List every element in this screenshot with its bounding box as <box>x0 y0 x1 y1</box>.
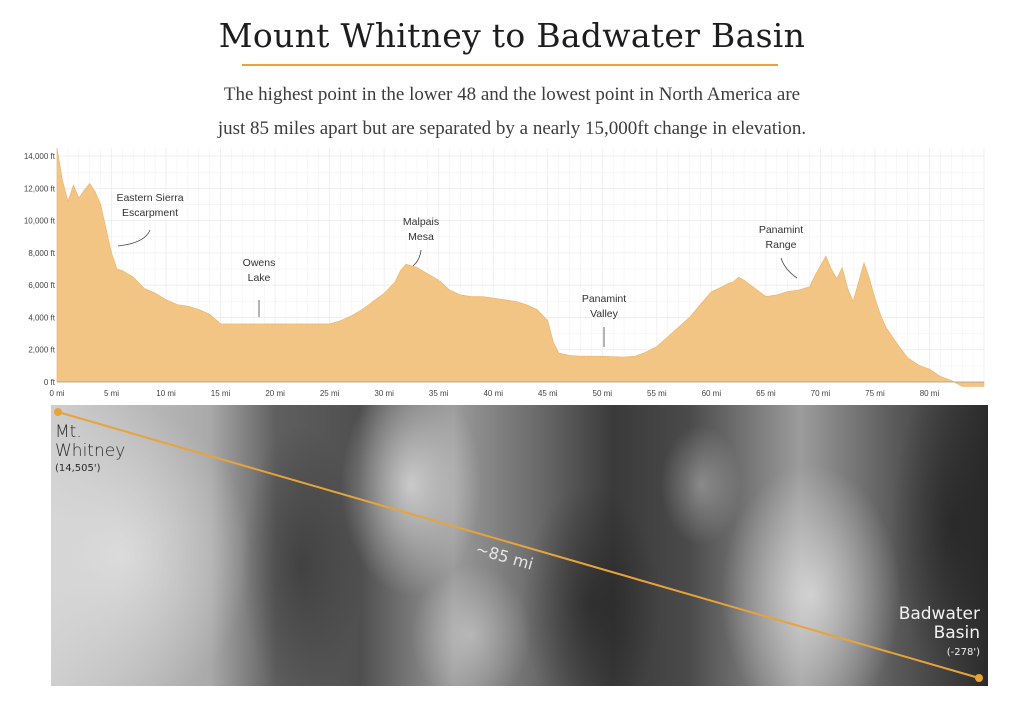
start-name-line-1: Mt. <box>55 422 82 442</box>
x-tick-label: 80 mi <box>920 389 940 398</box>
x-tick-label: 50 mi <box>593 389 613 398</box>
end-elevation: (-278') <box>946 647 980 658</box>
x-tick-label: 15 mi <box>211 389 231 398</box>
subtitle-line-2: just 85 miles apart but are separated by… <box>217 118 807 139</box>
annotation-label: Owens <box>243 257 276 269</box>
title-underline <box>242 64 778 66</box>
annotation-label: Escarpment <box>122 207 178 219</box>
annotation-arrow <box>780 257 798 279</box>
annotation-label: Panamint <box>582 293 626 305</box>
annotation-label: Lake <box>248 272 271 284</box>
y-tick-label: 10,000 ft <box>24 217 56 226</box>
annotation-label: Range <box>766 239 797 251</box>
elevation-area <box>56 147 985 387</box>
x-tick-label: 65 mi <box>756 389 776 398</box>
x-tick-label: 25 mi <box>320 389 340 398</box>
end-label: Badwater Basin <box>899 605 980 643</box>
start-name-line-2: Whitney <box>55 441 126 461</box>
annotation-label: Panamint <box>759 224 803 236</box>
subtitle-line-1: The highest point in the lower 48 and th… <box>223 84 801 105</box>
x-tick-label: 55 mi <box>647 389 667 398</box>
annotation-label: Eastern Sierra <box>116 192 183 204</box>
y-tick-label: 4,000 ft <box>28 313 55 322</box>
x-tick-label: 30 mi <box>374 389 394 398</box>
x-tick-label: 0 mi <box>49 389 64 398</box>
x-tick-label: 75 mi <box>865 389 885 398</box>
y-tick-label: 14,000 ft <box>24 152 56 161</box>
x-tick-label: 5 mi <box>104 389 119 398</box>
start-marker <box>54 408 62 416</box>
route-line <box>57 411 980 679</box>
end-name-line-2: Basin <box>933 623 980 643</box>
x-tick-label: 60 mi <box>702 389 722 398</box>
x-tick-label: 35 mi <box>429 389 449 398</box>
x-tick-label: 70 mi <box>811 389 831 398</box>
annotation-label: Valley <box>590 308 619 320</box>
annotation-arrow <box>412 249 422 267</box>
y-tick-label: 6,000 ft <box>28 281 55 290</box>
annotation-label: Mesa <box>408 231 434 243</box>
end-marker <box>975 674 983 682</box>
annotation-arrow <box>117 229 151 247</box>
annotation-label: Malpais <box>403 216 439 228</box>
y-tick-label: 8,000 ft <box>28 249 55 258</box>
terrain-map: Mt. Whitney (14,505') ~85 mi Badwater Ba… <box>51 405 988 686</box>
x-tick-label: 10 mi <box>156 389 176 398</box>
x-tick-label: 45 mi <box>538 389 558 398</box>
elevation-profile-chart: 0 mi 5 mi 10 mi 15 mi 20 mi 25 mi 30 mi 35 mi 40… <box>24 147 985 398</box>
x-tick-label: 40 mi <box>483 389 503 398</box>
terrain-relief <box>51 405 988 686</box>
start-elevation: (14,505') <box>55 463 101 474</box>
x-tick-label: 20 mi <box>265 389 285 398</box>
page-title: Mount Whitney to Badwater Basin <box>218 16 806 55</box>
y-tick-label: 0 ft <box>44 378 56 387</box>
start-label: Mt. Whitney <box>55 423 125 461</box>
end-name-line-1: Badwater <box>898 604 980 624</box>
y-tick-label: 2,000 ft <box>28 346 55 355</box>
y-tick-label: 12,000 ft <box>24 184 56 193</box>
